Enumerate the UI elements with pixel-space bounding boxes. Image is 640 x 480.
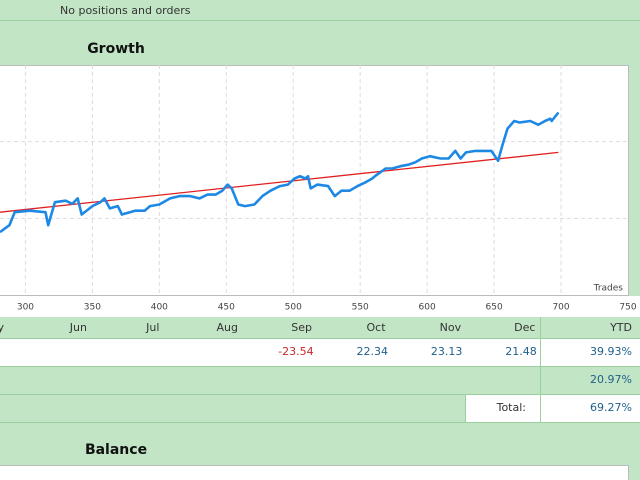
balance-plot	[0, 465, 629, 480]
row-bg	[465, 394, 640, 422]
axis-strip	[0, 296, 640, 317]
balance-title: Balance	[85, 442, 147, 458]
returns-table: May Jun Jul Aug Sep Oct Nov Dec -23.54 22.34 23.13…	[0, 321, 537, 358]
month-header: Dec	[514, 321, 535, 334]
x-tick-label: 700	[552, 303, 569, 313]
month-header: May	[0, 321, 4, 334]
total-label: Total:	[496, 401, 526, 414]
growth-line	[0, 111, 560, 234]
trend-line	[0, 151, 559, 213]
month-header: Aug	[216, 321, 237, 334]
chart-title: Growth	[87, 41, 145, 57]
x-tick-label: 600	[419, 303, 436, 313]
x-tick-label: 400	[151, 303, 168, 313]
row-bg	[0, 338, 540, 366]
x-axis-label: Trades	[593, 284, 624, 294]
x-tick-label: 350	[84, 303, 101, 313]
x-tick-label: 500	[285, 303, 302, 313]
ytd-value: 39.93%	[590, 345, 632, 358]
month-value: 21.48	[505, 345, 537, 358]
month-value: 23.13	[431, 345, 463, 358]
row-bg	[0, 394, 465, 422]
status-text: No positions and orders	[60, 4, 191, 17]
month-header: Jun	[69, 321, 87, 334]
x-tick-label: 550	[352, 303, 369, 313]
x-tick-label: 750	[619, 303, 636, 313]
month-header: Sep	[291, 321, 312, 334]
month-header: Oct	[366, 321, 386, 334]
x-tick-label: 450	[218, 303, 235, 313]
x-tick-label: 650	[486, 303, 503, 313]
month-header: Jul	[145, 321, 159, 334]
month-value: -23.54	[278, 345, 313, 358]
ytd-header: YTD	[609, 321, 632, 334]
x-tick-label: 300	[17, 303, 34, 313]
total-value: 69.27%	[590, 401, 632, 414]
plot: 300 350 400 450 500 550 600 650 700 750	[0, 65, 637, 313]
row-bg	[540, 338, 640, 366]
plot-area	[0, 65, 629, 296]
month-value: 22.34	[357, 345, 389, 358]
ytd-value: 20.97%	[590, 373, 632, 386]
month-header: Nov	[440, 321, 462, 334]
